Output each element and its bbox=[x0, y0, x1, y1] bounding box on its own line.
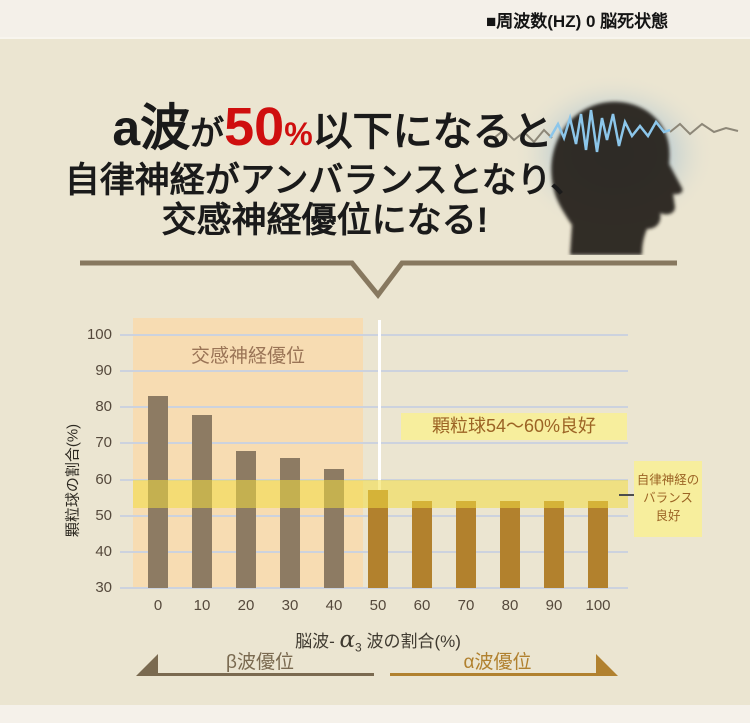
frequency-note: ■周波数(HZ) 0 脳死状態 bbox=[486, 12, 669, 31]
divider-notch-line bbox=[80, 260, 677, 300]
y-axis-tick-label: 100 bbox=[86, 326, 112, 343]
gridline bbox=[120, 370, 628, 373]
brain-head-illustration bbox=[493, 64, 739, 255]
headline-line1: a波が 50% 以下になると bbox=[60, 88, 605, 160]
y-axis-tick-label: 90 bbox=[95, 362, 112, 380]
beta-dominance-label: β波優位 bbox=[226, 652, 294, 673]
alpha-symbol: α bbox=[339, 627, 356, 653]
brainwave-gray-line bbox=[493, 128, 553, 144]
x-axis-tick-label: 70 bbox=[457, 597, 475, 614]
granulocyte-range-label: 顆粒球54〜60%良好 bbox=[401, 413, 627, 440]
x-title-post: 波の割合(%) bbox=[361, 632, 461, 651]
x-axis-tick-label: 60 bbox=[413, 597, 431, 614]
x-title-pre: 脳波- bbox=[295, 632, 340, 651]
x-axis-tick-label: 80 bbox=[501, 597, 519, 614]
x-axis-tick-label: 100 bbox=[585, 597, 611, 614]
headline-50-percent: 50 bbox=[224, 97, 285, 157]
headline-awave: a波 bbox=[112, 100, 191, 156]
balance-connector-line bbox=[619, 494, 635, 496]
bar-70 bbox=[456, 501, 476, 588]
y-axis-tick-label: 40 bbox=[95, 542, 112, 560]
brainwave-blue-line bbox=[548, 109, 671, 153]
footer-strip bbox=[0, 705, 750, 723]
y-axis-tick-label: 50 bbox=[95, 506, 112, 524]
x-axis-tick-label: 20 bbox=[237, 597, 255, 614]
threshold-white-line bbox=[378, 320, 381, 491]
bar-80 bbox=[500, 501, 520, 588]
beta-arrowhead-icon bbox=[136, 654, 158, 676]
brainwave-gray-line-right bbox=[669, 122, 739, 136]
alpha-arrowhead-icon bbox=[596, 654, 618, 676]
gridline bbox=[120, 587, 628, 589]
bar-60 bbox=[412, 501, 432, 588]
top-strip: ■周波数(HZ) 0 脳死状態 bbox=[0, 0, 750, 39]
bar-100 bbox=[588, 501, 608, 588]
x-axis-tick-label: 30 bbox=[281, 597, 299, 614]
wave-dominance-arrows bbox=[136, 654, 618, 676]
bar-30 bbox=[280, 457, 300, 588]
bar-50 bbox=[368, 490, 388, 588]
y-axis-tick-label: 60 bbox=[95, 470, 112, 488]
balance-label-box: 自律神経の バランス 良好 bbox=[634, 461, 702, 537]
balance-line-2: バランス bbox=[643, 491, 693, 506]
alpha-dominance-label: α波優位 bbox=[463, 652, 532, 673]
balance-line-3: 良好 bbox=[655, 509, 681, 524]
x-axis-title: 脳波- α3 波の割合(%) bbox=[178, 627, 578, 654]
x-axis-tick-label: 50 bbox=[369, 597, 387, 614]
x-axis-tick-label: 90 bbox=[545, 597, 563, 614]
x-axis-tick-label: 0 bbox=[153, 597, 163, 614]
bar-20 bbox=[236, 450, 256, 588]
balance-band bbox=[133, 479, 628, 509]
gridline bbox=[120, 406, 628, 409]
headline-percent-sign: % bbox=[284, 116, 313, 152]
headline-line2: 自律神経がアンバランスとなり、 bbox=[64, 161, 586, 200]
bar-90 bbox=[544, 501, 564, 588]
x-axis-tick-label: 40 bbox=[325, 597, 343, 614]
headline-line3: 交感神経優位になる! bbox=[161, 201, 489, 240]
gridline bbox=[120, 442, 628, 445]
sympathetic-zone-label: 交感神経優位 bbox=[190, 346, 305, 367]
y-axis-tick-label: 70 bbox=[95, 434, 112, 452]
x-axis-tick-label: 10 bbox=[193, 597, 211, 614]
gridline bbox=[120, 334, 628, 336]
y-axis-tick-label: 30 bbox=[95, 579, 112, 596]
headline-ga: が bbox=[190, 115, 225, 153]
headline-rest: 以下になると bbox=[312, 110, 553, 154]
balance-line-1: 自律神経の bbox=[636, 473, 700, 487]
y-axis-tick-label: 80 bbox=[95, 398, 112, 416]
alpha-subscript: 3 bbox=[355, 640, 362, 655]
